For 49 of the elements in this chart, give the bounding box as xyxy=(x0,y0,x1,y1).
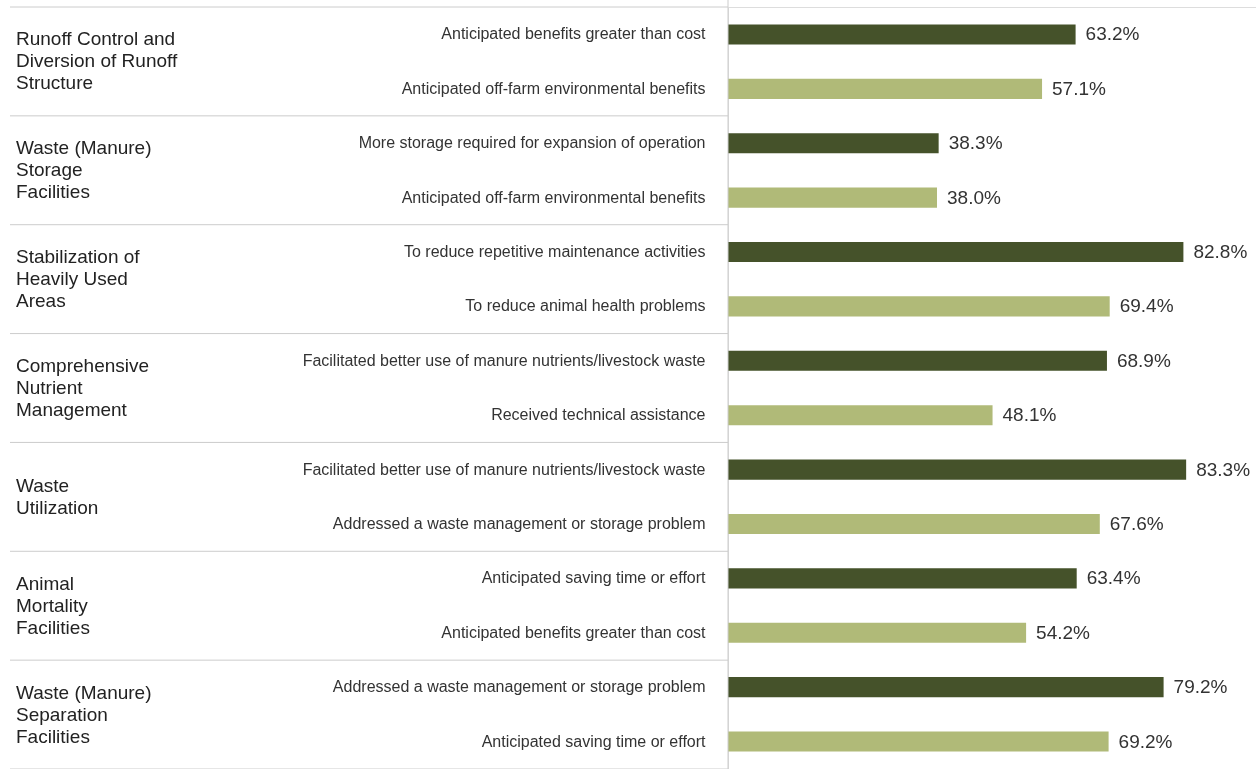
bar xyxy=(728,24,1076,45)
data-label: 68.9% xyxy=(1116,349,1171,371)
data-label: 57.1% xyxy=(1052,77,1107,99)
bar xyxy=(728,241,1184,263)
data-label: 38.3% xyxy=(948,132,1003,154)
text: Animal Mortality Facilities xyxy=(16,572,90,638)
data-label: 82.8% xyxy=(1193,241,1248,263)
bar xyxy=(728,405,993,426)
text: Comprehensive Nutrient Management xyxy=(16,355,150,420)
y-tick-label: Facilitated better use of manure nutrients/livestock waste xyxy=(302,460,706,478)
data-label: 69.2% xyxy=(1118,730,1173,752)
y-tick-label: More storage required for expansion of operation xyxy=(358,134,706,152)
data-label: 83.3% xyxy=(1196,458,1251,480)
bar xyxy=(728,513,1100,535)
y-tick-label: Anticipated benefits greater than cost xyxy=(441,25,707,43)
bar xyxy=(728,568,1077,589)
bar xyxy=(728,459,1187,480)
data-label: 38.0% xyxy=(947,186,1001,208)
data-label: 63.4% xyxy=(1086,567,1141,589)
bar xyxy=(728,731,1109,752)
bar xyxy=(728,187,937,208)
y-tick-label: Anticipated off-farm environmental benefits xyxy=(401,79,706,97)
text: Stabilization of Heavily Used Areas xyxy=(16,246,141,312)
data-label: 69.4% xyxy=(1119,295,1174,317)
y-tick-label: Anticipated saving time or effort xyxy=(481,569,707,587)
bar xyxy=(728,677,1164,698)
y-tick-label: To reduce animal health problems xyxy=(465,297,706,315)
y-tick-label: Anticipated saving time or effort xyxy=(481,732,707,750)
text: Waste (Manure) Storage Facilities xyxy=(16,137,152,203)
bar xyxy=(728,622,1027,643)
bar xyxy=(728,350,1107,371)
y-tick-label: Addressed a waste management or storage problem xyxy=(332,678,706,696)
data-label: 54.2% xyxy=(1036,621,1091,643)
bar xyxy=(728,133,939,154)
bar xyxy=(728,296,1110,317)
data-label: 63.2% xyxy=(1085,23,1140,45)
y-tick-label: Anticipated benefits greater than cost xyxy=(441,623,707,641)
data-label: 48.1% xyxy=(1002,404,1057,426)
y-tick-label: Anticipated off-farm environmental benefits xyxy=(401,188,706,206)
data-label: 79.2% xyxy=(1173,676,1228,698)
y-tick-label: Addressed a waste management or storage problem xyxy=(332,514,706,532)
y-tick-label: Facilitated better use of manure nutrients/livestock waste xyxy=(302,351,706,369)
text: Waste (Manure) Separation Facilities xyxy=(16,681,152,747)
text: Waste Utilization xyxy=(16,474,99,518)
y-tick-label: To reduce repetitive maintenance activities xyxy=(404,243,706,261)
y-tick-label: Received technical assistance xyxy=(491,406,706,424)
text: Runoff Control and Diversion of Runoff Structure xyxy=(16,28,178,94)
data-label: 67.6% xyxy=(1109,512,1164,534)
bar xyxy=(728,78,1043,99)
